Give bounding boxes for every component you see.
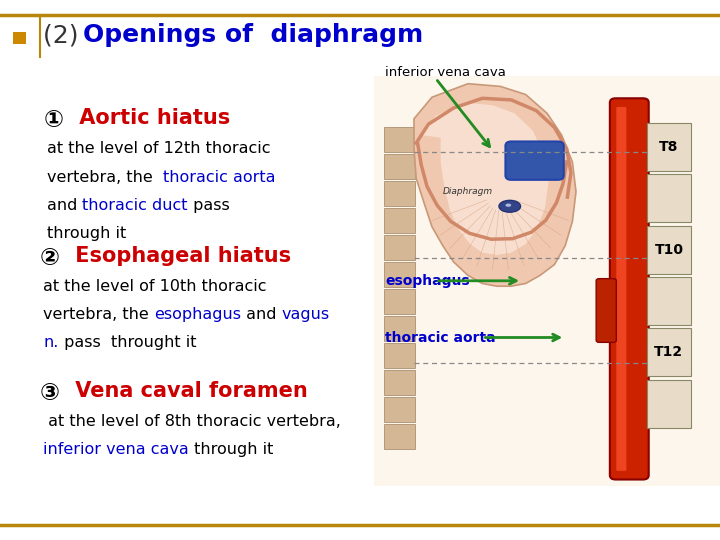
Text: thoracic aorta: thoracic aorta [385,330,496,345]
FancyBboxPatch shape [384,154,415,179]
Text: Esophageal hiatus: Esophageal hiatus [68,246,292,266]
FancyBboxPatch shape [596,279,616,342]
Text: vagus: vagus [282,307,330,322]
Text: at the level of 12th thoracic: at the level of 12th thoracic [47,141,270,157]
FancyBboxPatch shape [384,397,415,422]
Bar [13,32,26,44]
Text: vertebra, the: vertebra, the [43,307,154,322]
Text: thoracic duct: thoracic duct [82,198,188,213]
FancyBboxPatch shape [647,328,691,376]
Text: T12: T12 [654,346,683,359]
FancyBboxPatch shape [647,226,691,274]
Text: through it: through it [47,226,126,241]
FancyBboxPatch shape [384,424,415,449]
Text: (2): (2) [43,23,86,47]
Text: ②: ② [40,246,60,269]
FancyBboxPatch shape [616,107,626,471]
FancyBboxPatch shape [647,123,691,171]
Text: ①: ① [43,108,63,132]
Text: vertebra, the: vertebra, the [47,170,163,185]
Text: Openings of  diaphragm: Openings of diaphragm [83,23,423,47]
Text: esophagus: esophagus [154,307,241,322]
Polygon shape [421,103,549,255]
FancyBboxPatch shape [384,343,415,368]
Text: Vena caval foramen: Vena caval foramen [68,381,308,401]
FancyBboxPatch shape [384,370,415,395]
Text: Diaphragm: Diaphragm [443,187,493,196]
Text: at the level of 10th thoracic: at the level of 10th thoracic [43,279,266,294]
Text: inferior vena cava: inferior vena cava [43,442,189,457]
FancyBboxPatch shape [384,127,415,152]
FancyBboxPatch shape [384,235,415,260]
Text: through it: through it [189,442,274,457]
Text: pass  throught it: pass throught it [58,335,196,350]
FancyBboxPatch shape [647,277,691,325]
FancyBboxPatch shape [384,289,415,314]
Text: ③: ③ [40,381,60,404]
Text: T10: T10 [654,243,683,256]
FancyBboxPatch shape [374,76,720,486]
FancyBboxPatch shape [384,181,415,206]
Text: esophagus: esophagus [385,274,470,288]
Text: inferior vena cava: inferior vena cava [385,66,506,79]
Ellipse shape [499,200,521,212]
Text: at the level of 8th thoracic vertebra,: at the level of 8th thoracic vertebra, [43,414,341,429]
Text: pass: pass [188,198,230,213]
Text: and: and [241,307,282,322]
FancyBboxPatch shape [384,262,415,287]
Text: thoracic aorta: thoracic aorta [163,170,275,185]
Text: and: and [47,198,82,213]
FancyBboxPatch shape [647,174,691,222]
FancyBboxPatch shape [647,380,691,428]
Ellipse shape [505,204,511,207]
Text: n.: n. [43,335,58,350]
Text: T8: T8 [660,140,678,154]
FancyBboxPatch shape [505,141,564,180]
FancyBboxPatch shape [384,316,415,341]
Text: Aortic hiatus: Aortic hiatus [72,108,230,128]
Polygon shape [414,84,576,286]
FancyBboxPatch shape [384,208,415,233]
FancyBboxPatch shape [610,98,649,480]
